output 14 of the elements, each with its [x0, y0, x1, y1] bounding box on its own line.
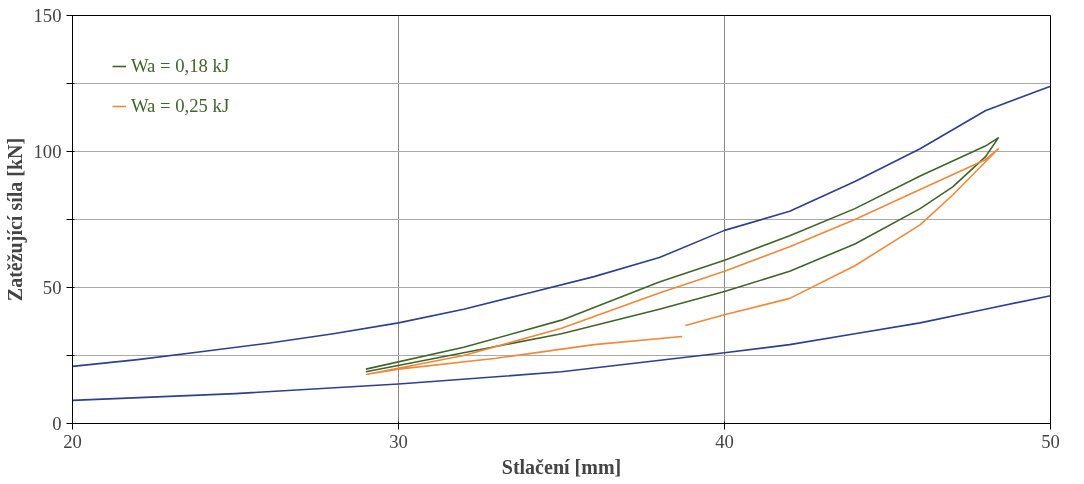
line-series [72, 85, 1051, 368]
y-tick-label: 50 [42, 277, 62, 298]
x-axis-title: Stlačení [mm] [501, 455, 622, 478]
x-tick-label: 40 [715, 430, 734, 452]
y-tick-label: 100 [33, 141, 62, 162]
line-series [72, 294, 1051, 402]
legend-label: Wa = 0,25 kJ [131, 95, 230, 117]
y-tick-label: 0 [52, 413, 62, 434]
x-tick-label: 20 [63, 430, 82, 452]
legend-label: Wa = 0,18 kJ [131, 55, 230, 77]
y-tick-label: 150 [33, 5, 62, 26]
x-tick-label: 30 [389, 430, 408, 452]
y-axis-title: Zatěžující síla [kN] [3, 137, 27, 302]
x-tick-label: 50 [1041, 430, 1060, 452]
